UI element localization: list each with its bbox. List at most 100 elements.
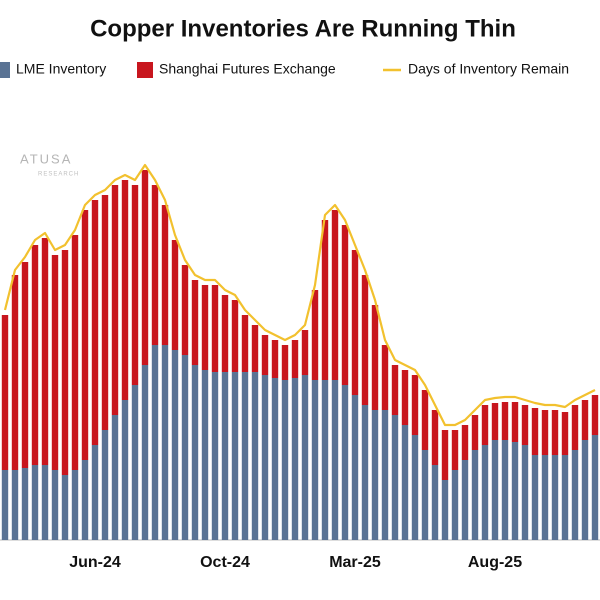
bar [581, 400, 589, 440]
bar [361, 275, 369, 405]
bar [461, 425, 469, 460]
bar [191, 280, 199, 365]
bar [411, 375, 419, 435]
bar [471, 415, 479, 450]
bar [211, 285, 219, 372]
watermark-sub: RESEARCH [38, 172, 79, 178]
bar [481, 405, 489, 445]
bar [241, 315, 249, 372]
bar [91, 200, 99, 445]
bar [491, 440, 499, 540]
bar [141, 365, 149, 540]
bar [591, 395, 599, 435]
bar [551, 410, 559, 455]
bar [171, 350, 179, 540]
legend-label: LME Inventory [16, 61, 106, 77]
bar [531, 408, 539, 455]
bar [51, 470, 59, 540]
bar [501, 402, 509, 440]
bar [451, 430, 459, 470]
x-tick-label: Mar-25 [329, 554, 381, 571]
bar [131, 185, 139, 385]
bar [391, 415, 399, 540]
bar [91, 445, 99, 540]
bar [191, 365, 199, 540]
legend-swatch [0, 62, 10, 78]
bar [381, 410, 389, 540]
bar [111, 415, 119, 540]
bar [21, 262, 29, 468]
bar [151, 345, 159, 540]
bar [591, 435, 599, 540]
bar [121, 180, 129, 400]
bar [151, 185, 159, 345]
bar [411, 435, 419, 540]
bar [461, 460, 469, 540]
bar [311, 290, 319, 380]
bar [41, 238, 49, 465]
bar [101, 195, 109, 430]
bar [531, 455, 539, 540]
bar [401, 370, 409, 425]
bar [351, 250, 359, 395]
bar [21, 468, 29, 540]
bar [161, 205, 169, 345]
bar [371, 410, 379, 540]
bar [311, 380, 319, 540]
chart-title: Copper Inventories Are Running Thin [90, 15, 516, 42]
bar [521, 445, 529, 540]
bar [401, 425, 409, 540]
legend-swatch [137, 62, 153, 78]
bar [81, 210, 89, 460]
bar [511, 442, 519, 540]
bar [1, 315, 9, 470]
bar [31, 465, 39, 540]
bar [321, 380, 329, 540]
bar [291, 340, 299, 378]
bar [381, 345, 389, 410]
bar [521, 405, 529, 445]
line [3, 163, 596, 427]
bar [431, 410, 439, 465]
bar [321, 220, 329, 380]
bar [271, 378, 279, 540]
bar [221, 295, 229, 372]
bar [181, 265, 189, 355]
bar [61, 475, 69, 540]
bar [101, 430, 109, 540]
bar [541, 455, 549, 540]
bar [201, 370, 209, 540]
bar [261, 335, 269, 375]
bar [441, 480, 449, 540]
bar [221, 372, 229, 540]
bar [121, 400, 129, 540]
bar [331, 210, 339, 380]
bar [581, 440, 589, 540]
bar [31, 245, 39, 465]
bar [561, 412, 569, 455]
bar [431, 465, 439, 540]
bar [281, 380, 289, 540]
bar [71, 470, 79, 540]
bar [511, 402, 519, 442]
bar [161, 345, 169, 540]
bar [281, 345, 289, 380]
bar [471, 450, 479, 540]
bar [11, 470, 19, 540]
bar [501, 440, 509, 540]
bar [61, 250, 69, 475]
bar [421, 390, 429, 450]
x-tick-label: Jun-24 [69, 554, 121, 571]
bar [391, 365, 399, 415]
bar [11, 275, 19, 470]
watermark: ATUSA [20, 151, 72, 166]
bar [351, 395, 359, 540]
x-tick-label: Oct-24 [200, 554, 250, 571]
bar [331, 380, 339, 540]
bar [361, 405, 369, 540]
bar [271, 340, 279, 378]
bar [181, 355, 189, 540]
legend-label: Days of Inventory Remain [408, 61, 569, 77]
bar [231, 300, 239, 372]
bar [111, 185, 119, 415]
